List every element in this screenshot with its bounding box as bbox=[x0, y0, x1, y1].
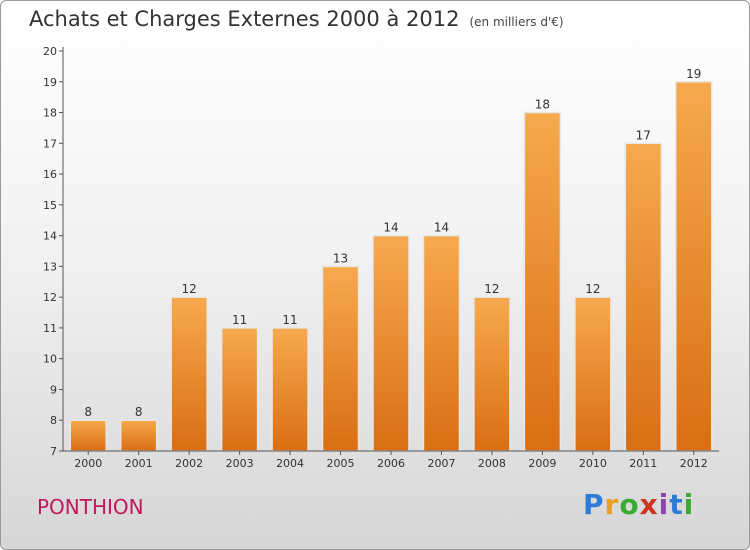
x-tick-label: 2001 bbox=[125, 457, 153, 470]
bar bbox=[624, 142, 663, 452]
bar-value-label: 8 bbox=[84, 405, 92, 419]
bar-value-label: 12 bbox=[484, 282, 499, 296]
bar bbox=[422, 234, 461, 452]
bar bbox=[69, 419, 107, 452]
y-tick-label: 12 bbox=[43, 291, 57, 304]
bar-value-label: 14 bbox=[434, 221, 449, 235]
commune-name: PONTHION bbox=[37, 495, 144, 519]
chart-unit: (en milliers d'€) bbox=[469, 15, 564, 29]
bar-value-label: 18 bbox=[535, 98, 550, 112]
bar-value-label: 13 bbox=[333, 251, 348, 265]
x-tick-label: 2004 bbox=[276, 457, 304, 470]
x-tick-label: 2011 bbox=[629, 457, 657, 470]
x-tick-label: 2002 bbox=[175, 457, 203, 470]
x-tick-label: 2009 bbox=[528, 457, 556, 470]
bar-value-label: 8 bbox=[135, 405, 143, 419]
y-tick-label: 7 bbox=[50, 445, 57, 458]
y-tick-label: 13 bbox=[43, 260, 57, 273]
y-tick-label: 19 bbox=[43, 76, 57, 89]
y-tick-label: 9 bbox=[50, 383, 57, 396]
y-tick-label: 16 bbox=[43, 168, 57, 181]
bar-value-label: 12 bbox=[585, 282, 600, 296]
y-tick-label: 15 bbox=[43, 199, 57, 212]
y-tick-label: 8 bbox=[50, 414, 57, 427]
x-tick-label: 2012 bbox=[680, 457, 708, 470]
x-tick-label: 2007 bbox=[427, 457, 455, 470]
bar bbox=[574, 296, 612, 452]
bar-value-label: 11 bbox=[282, 313, 297, 327]
bar bbox=[170, 296, 208, 452]
bar-series: 8 8 12 11 11 13 14 14 12 18 12 17 19 bbox=[69, 67, 713, 452]
y-tick-label: 20 bbox=[43, 45, 57, 58]
x-tick-label: 2006 bbox=[377, 457, 405, 470]
y-tick-label: 10 bbox=[43, 353, 57, 366]
chart-title-text: Achats et Charges Externes 2000 à 2012 bbox=[29, 7, 460, 31]
bar bbox=[473, 296, 511, 452]
bar bbox=[119, 419, 158, 452]
y-tick-label: 17 bbox=[43, 137, 57, 150]
x-tick-label: 2010 bbox=[579, 457, 607, 470]
bar bbox=[372, 234, 410, 452]
x-tick-label: 2003 bbox=[226, 457, 254, 470]
bar-value-label: 19 bbox=[686, 67, 701, 81]
y-tick-label: 18 bbox=[43, 107, 57, 120]
proxiti-logo: Proxiti bbox=[583, 488, 695, 521]
bar-value-label: 11 bbox=[232, 313, 247, 327]
axes: 2000 2001 2002 2003 2004 2005 2006 2007 2008 2009… bbox=[43, 45, 719, 470]
bar bbox=[271, 327, 309, 452]
y-tick-label: 14 bbox=[43, 230, 57, 243]
x-tick-label: 2005 bbox=[327, 457, 355, 470]
bar-value-label: 17 bbox=[636, 128, 651, 142]
bar bbox=[321, 265, 360, 452]
y-tick-label: 11 bbox=[43, 322, 57, 335]
chart-title: Achats et Charges Externes 2000 à 2012 (e… bbox=[29, 7, 564, 31]
bar-value-label: 12 bbox=[182, 282, 197, 296]
bar bbox=[675, 81, 713, 452]
x-tick-label: 2008 bbox=[478, 457, 506, 470]
bar bbox=[220, 327, 259, 452]
bar bbox=[523, 111, 562, 452]
bar-value-label: 14 bbox=[383, 221, 398, 235]
x-tick-label: 2000 bbox=[74, 457, 102, 470]
